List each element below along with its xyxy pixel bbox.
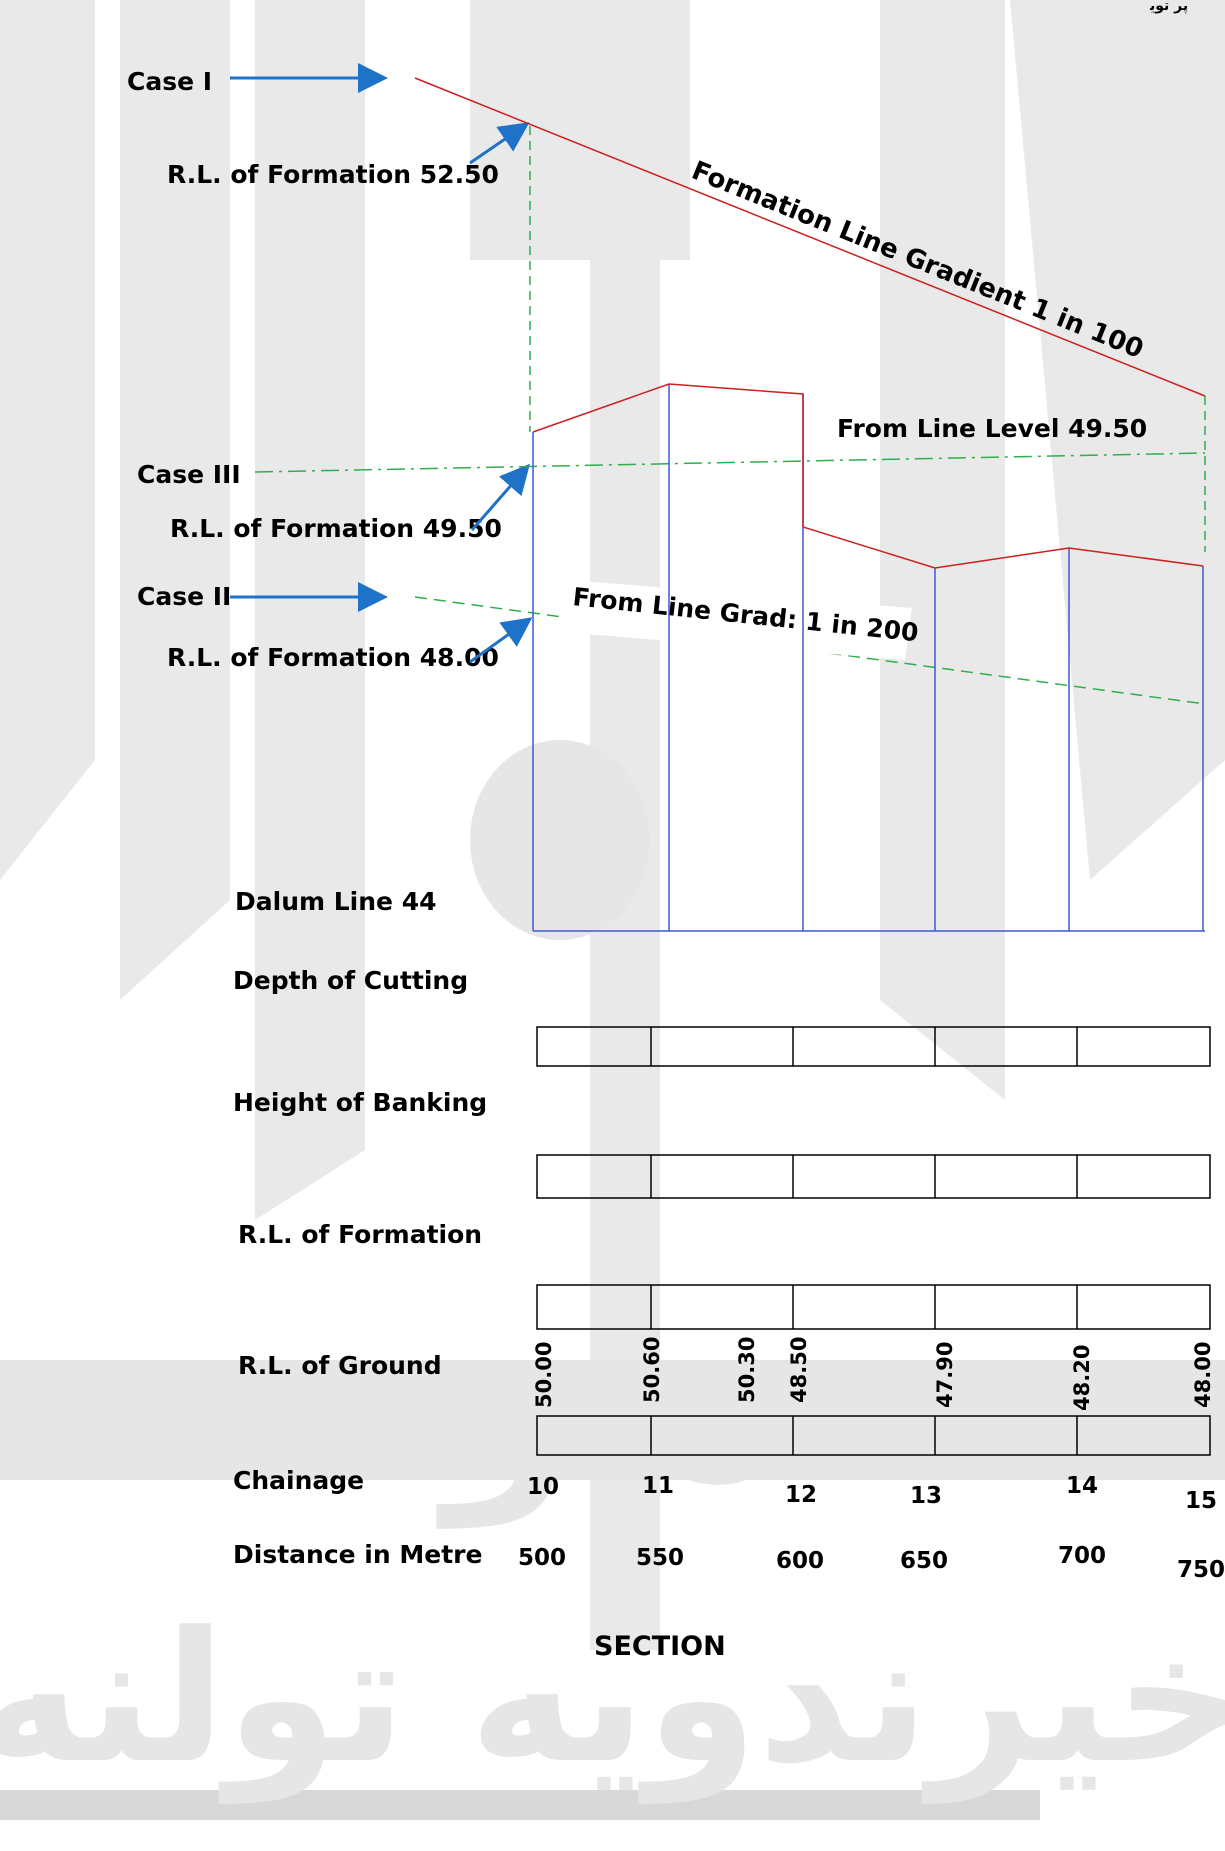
ground-level-value: 50.00 (532, 1342, 556, 1408)
datum-line-label: Dalum Line 44 (235, 887, 437, 916)
case-2-label: Case II (137, 582, 231, 611)
chainage-value: 14 (1066, 1473, 1098, 1499)
table-row-height-of-banking (536, 1154, 1211, 1199)
distance-value: 650 (900, 1548, 948, 1574)
ground-level-value: 50.60 (640, 1337, 664, 1403)
chainage-value: 13 (910, 1483, 942, 1509)
distance-value: 550 (636, 1545, 684, 1571)
table-row-depth-of-cutting (536, 1026, 1211, 1067)
distances: 500 550 600 650 700 750 (518, 1543, 1225, 1583)
table-row-rl-of-ground (536, 1415, 1211, 1456)
chainage-value: 10 (527, 1474, 559, 1500)
ground-level-value: 48.20 (1070, 1345, 1094, 1411)
watermark-text-1: منو (436, 1295, 776, 1529)
distance-value: 600 (776, 1548, 824, 1574)
chainage-value: 12 (785, 1482, 817, 1508)
chainage-label: Chainage (233, 1466, 364, 1495)
distance-value: 500 (518, 1545, 566, 1571)
formation-level-4950-line (254, 452, 1206, 473)
rl-formation-5250-arrow (469, 122, 530, 165)
ground-level-value: 50.30 (735, 1337, 759, 1403)
chainages: 10 11 12 13 14 15 (527, 1473, 1217, 1514)
ground-levels: 50.00 50.60 50.30 48.50 47.90 48.20 48.0… (532, 1337, 1215, 1411)
ground-level-value: 48.00 (1191, 1342, 1215, 1408)
table-row-rl-of-formation (536, 1284, 1211, 1330)
rl-formation-4950-arrow (470, 463, 530, 531)
ground-level-value: 48.50 (787, 1337, 811, 1403)
watermark-text-2: خیرندویه تولنه (0, 1594, 1225, 1805)
height-of-banking-label: Height of Banking (233, 1088, 487, 1117)
formation-line-1-in-100 (414, 77, 1206, 397)
rl-of-ground-label: R.L. of Ground (238, 1351, 442, 1380)
distance-value: 750 (1177, 1557, 1225, 1583)
chainage-value: 15 (1185, 1488, 1217, 1514)
rl-formation-4800-arrow (469, 617, 533, 664)
level-4950-label: From Line Level 49.50 (837, 414, 1147, 443)
ground-level-value: 47.90 (933, 1342, 957, 1408)
distance-label: Distance in Metre (233, 1540, 482, 1569)
chainage-value: 11 (642, 1473, 674, 1499)
distance-value: 700 (1058, 1543, 1106, 1569)
case-1-label: Case I (127, 67, 212, 96)
ground-profile-line (532, 383, 1204, 569)
corner-text: ﭘﺮ ﺗﻮﻳ (1149, 0, 1188, 14)
section-title: SECTION (594, 1631, 726, 1662)
depth-of-cutting-label: Depth of Cutting (233, 966, 468, 995)
gradient-1-in-200-label-bg (560, 580, 912, 660)
rl-formation-4950-label: R.L. of Formation 49.50 (170, 514, 502, 543)
case-3-label: Case III (137, 460, 241, 489)
rl-formation-4800-label: R.L. of Formation 48.00 (167, 643, 499, 672)
rl-of-formation-label: R.L. of Formation (238, 1220, 482, 1249)
rl-formation-5250-label: R.L. of Formation 52.50 (167, 160, 499, 189)
